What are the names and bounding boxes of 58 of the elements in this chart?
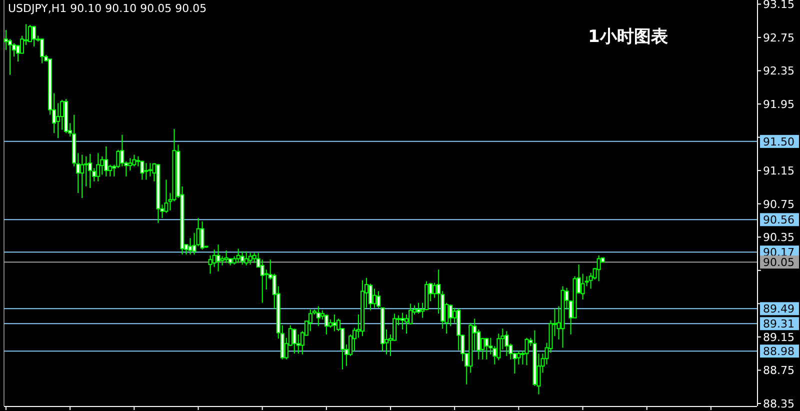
candlestick xyxy=(484,337,489,360)
candlestick xyxy=(56,102,60,139)
candlestick xyxy=(216,244,220,272)
y-tick-label: 91.95 xyxy=(763,98,794,111)
candlestick xyxy=(448,304,453,327)
candlestick xyxy=(96,152,100,182)
candlestick xyxy=(580,273,585,300)
candlestick xyxy=(140,160,144,180)
candlestick xyxy=(144,162,148,180)
candlestick xyxy=(252,252,256,264)
candlestick xyxy=(332,314,336,332)
candlestick xyxy=(148,162,152,177)
candlestick xyxy=(32,25,36,48)
candlestick xyxy=(400,312,405,330)
ref-line-label: 88.98 xyxy=(763,345,794,358)
candlestick xyxy=(40,38,44,64)
candlestick xyxy=(132,154,136,167)
ref-line-label: 89.49 xyxy=(763,302,794,316)
candlestick xyxy=(236,248,240,264)
candlestick xyxy=(404,314,409,334)
candlestick xyxy=(88,153,92,189)
ref-line-label: 91.50 xyxy=(763,135,794,148)
chart-title: USDJPY,H1 90.10 90.10 90.05 90.05 xyxy=(8,2,207,15)
candlestick xyxy=(372,288,376,308)
candlestick xyxy=(104,146,108,177)
candlestick xyxy=(80,154,84,199)
candlestick xyxy=(240,250,244,266)
candlestick xyxy=(188,237,192,256)
candlestick xyxy=(324,314,328,335)
y-tick-label: 92.75 xyxy=(763,31,794,44)
y-tick-label: 89.15 xyxy=(763,330,794,344)
annotation: 1小时图表 xyxy=(588,27,669,47)
candlestick xyxy=(316,306,320,327)
y-tick-label: 91.15 xyxy=(763,164,794,178)
candlestick xyxy=(292,328,296,354)
y-tick-label: 90.75 xyxy=(763,198,794,211)
candlestick xyxy=(416,302,421,314)
candlestick xyxy=(432,282,437,298)
candlestick xyxy=(516,350,521,365)
y-tick-label: 93.15 xyxy=(763,0,794,12)
candlestick xyxy=(244,250,248,266)
ref-line-label: 89.31 xyxy=(763,318,794,331)
candlestick xyxy=(200,220,204,250)
candlestick xyxy=(504,330,509,357)
candlestick xyxy=(596,254,601,282)
candlestick xyxy=(260,259,264,304)
candlestick xyxy=(588,272,593,290)
y-tick-label: 88.75 xyxy=(763,364,794,378)
candlestick xyxy=(28,24,32,42)
candlestick xyxy=(308,308,312,332)
y-tick-label: 90.35 xyxy=(763,231,794,244)
y-tick-label: 92.35 xyxy=(763,64,794,78)
candlestick xyxy=(224,250,228,264)
y-tick-label: 88.35 xyxy=(763,398,794,411)
candlestick xyxy=(524,337,529,366)
candlestick xyxy=(248,252,252,266)
ref-line-label: 90.56 xyxy=(763,214,794,227)
candlestick xyxy=(128,158,132,172)
